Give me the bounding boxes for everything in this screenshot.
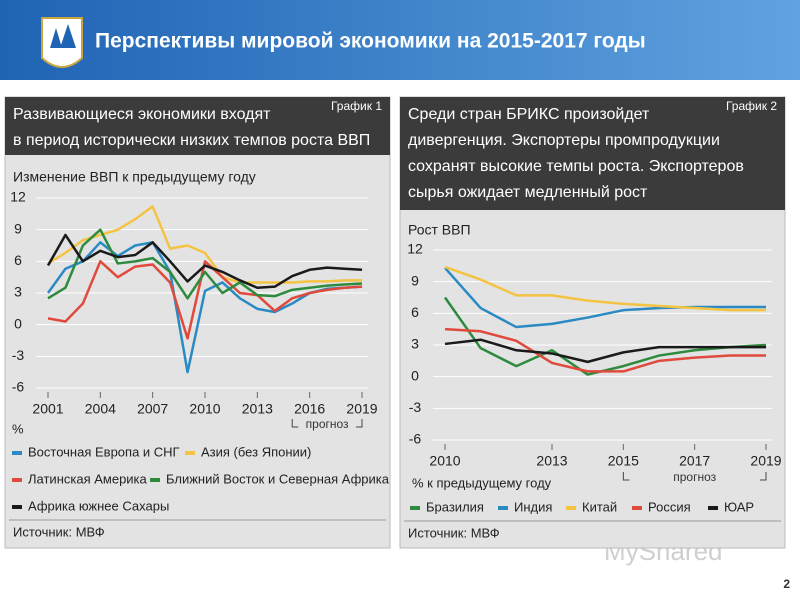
y-tick-label: -6 (409, 431, 422, 447)
x-tick-label: 2007 (137, 401, 168, 417)
legend-label: ЮАР (724, 499, 754, 514)
y-tick-label: -6 (12, 379, 25, 395)
y-axis-title: Изменение ВВП к предыдущему году (13, 169, 256, 185)
source-note: Источник: МВФ (408, 525, 500, 540)
x-tick-label: 2004 (85, 401, 116, 417)
logo (41, 17, 83, 68)
forecast-bracket (622, 472, 767, 481)
legend-label: Россия (648, 499, 691, 514)
panel-heading: Развивающиеся экономики входят (13, 106, 271, 123)
y-tick-label: 0 (411, 367, 419, 383)
legend-label: Восточная Европа и СНГ (28, 444, 180, 459)
x-tick-label: 2013 (242, 401, 273, 417)
y-tick-label: 12 (407, 241, 423, 257)
series-line (47, 205, 362, 284)
panel-heading: Среди стран БРИКС произойдет (408, 106, 650, 123)
unit-label: % (12, 421, 24, 436)
x-tick-label: 2019 (750, 453, 781, 469)
series-line (444, 267, 766, 329)
series-line (444, 265, 766, 312)
legend-label: Африка южнее Сахары (28, 498, 169, 513)
forecast-bracket (291, 419, 363, 428)
x-tick-label: 2001 (32, 401, 63, 417)
x-tick-label: 2010 (429, 453, 460, 469)
legend-label: Индия (514, 499, 552, 514)
y-tick-label: 0 (14, 315, 22, 331)
slide-title: Перспективы мировой экономики на 2015-20… (95, 30, 646, 53)
y-tick-label: -3 (409, 399, 422, 415)
legend-label: Китай (582, 499, 617, 514)
forecast-label: прогноз (306, 417, 349, 431)
page-number: 2 (783, 577, 790, 591)
chart: График 1 Развивающиеся экономики входят в … (4, 96, 391, 549)
panel-heading: сырья ожидает медленный рост (408, 184, 648, 201)
x-tick-label: 2013 (536, 453, 567, 469)
y-tick-label: 12 (10, 189, 26, 205)
legend-label: Латинская Америка (28, 471, 148, 486)
x-tick-label: 2015 (608, 453, 639, 469)
panel-heading-bg (5, 97, 390, 155)
legend-label: Азия (без Японии) (201, 444, 311, 459)
y-tick-label: 3 (411, 336, 419, 352)
series-line (47, 228, 363, 300)
x-tick-label: 2017 (679, 453, 710, 469)
legend-label: Ближний Восток и Северная Африка (166, 471, 390, 486)
y-axis-title: Рост ВВП (408, 222, 471, 238)
forecast-label: прогноз (673, 470, 716, 484)
y-tick-label: 9 (411, 272, 419, 288)
y-tick-label: 6 (411, 304, 419, 320)
series-line (444, 327, 766, 373)
panel-heading: в период исторически низких темпов роста… (13, 132, 370, 149)
chart-label: График 1 (331, 99, 382, 113)
x-tick-label: 2010 (189, 401, 220, 417)
series-line (444, 338, 766, 364)
panel-heading: сохранят высокие темпы роста. Экспортеро… (408, 158, 744, 175)
source-note: Источник: МВФ (13, 524, 105, 539)
x-tick-label: 2019 (346, 401, 377, 417)
y-tick-label: 6 (14, 252, 22, 268)
y-tick-label: 9 (14, 220, 22, 236)
legend-label: Бразилия (426, 499, 484, 514)
panel-heading: дивергенция. Экспортеры промпродукции (408, 132, 720, 149)
header-band (0, 0, 800, 80)
chart-label: График 2 (726, 99, 777, 113)
panel-heading-bg (400, 97, 785, 210)
y-tick-label: -3 (12, 347, 25, 363)
x-tick-label: 2016 (294, 401, 325, 417)
unit-label: % к предыдущему году (412, 475, 552, 490)
series-line (46, 233, 363, 289)
series-line (47, 260, 363, 340)
chart: График 2 Среди стран БРИКС произойдет диве… (399, 96, 786, 549)
y-tick-label: 3 (14, 284, 22, 300)
